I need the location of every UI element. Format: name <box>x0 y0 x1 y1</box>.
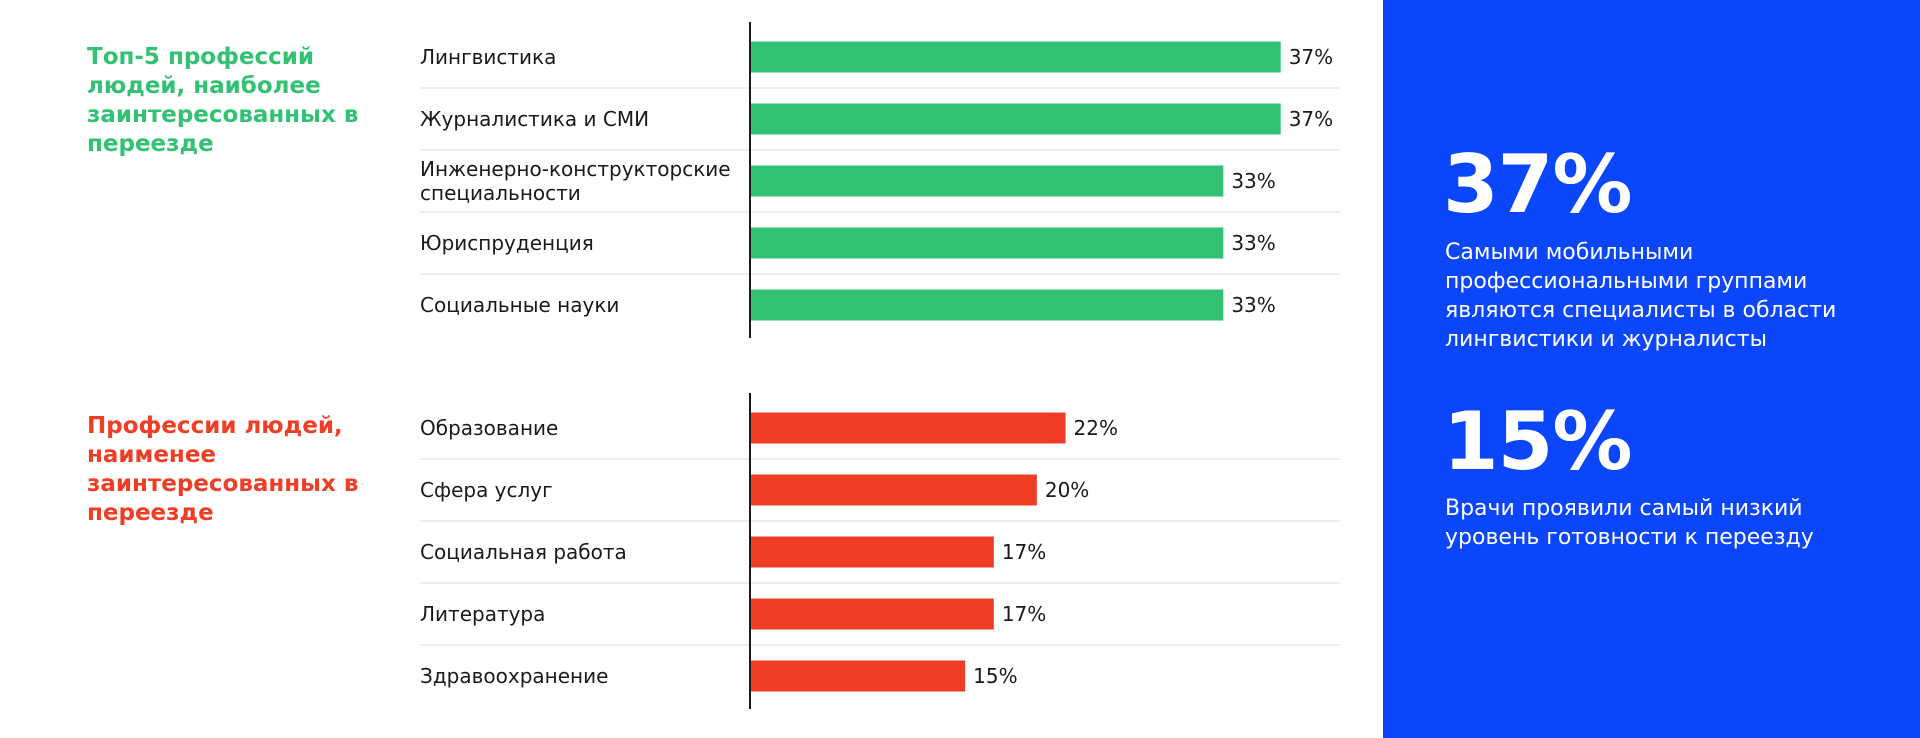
value-label: 22% <box>1074 416 1118 440</box>
chart-svg: Образование 22% Сфера услуг 20% Социальная р… <box>420 393 1340 709</box>
bar <box>750 474 1037 506</box>
bar <box>750 660 966 692</box>
chart-svg: Лингвистика 37% Журналистика и СМИ 37% Инжен… <box>420 22 1340 338</box>
category-label: Лингвистика <box>420 45 556 69</box>
bar <box>750 536 994 568</box>
category-label: Сфера услуг <box>420 478 553 502</box>
category-label: Социальная работа <box>420 540 627 564</box>
top-professions-chart: Лингвистика 37% Журналистика и СМИ 37% Инжен… <box>400 22 1340 338</box>
stat-doctors-value: 15% <box>1443 395 1632 488</box>
category-label: Юриспруденция <box>420 231 594 255</box>
category-label: Инженерно-конструкторские специальности <box>420 157 731 205</box>
value-label: 33% <box>1231 169 1275 193</box>
value-label: 33% <box>1231 231 1275 255</box>
stat-mobile-value: 37% <box>1443 138 1632 231</box>
value-label: 17% <box>1002 602 1046 626</box>
category-label: Литература <box>420 602 545 626</box>
category-label: Журналистика и СМИ <box>420 107 649 131</box>
value-label: 37% <box>1289 45 1333 69</box>
bar <box>750 227 1224 259</box>
bar <box>750 598 994 630</box>
value-label: 17% <box>1002 540 1046 564</box>
bar <box>750 41 1281 73</box>
bar <box>750 103 1281 135</box>
bottom-section-title: Профессии людей, наименее заинтересованн… <box>87 413 359 526</box>
value-label: 15% <box>973 664 1017 688</box>
category-label: Образование <box>420 416 558 440</box>
bar <box>750 165 1224 197</box>
bar <box>750 412 1066 444</box>
stat-doctors-description: Врачи проявили самый низкий уровень гото… <box>1445 496 1814 550</box>
bottom-professions-chart: Образование 22% Сфера услуг 20% Социальная р… <box>400 393 1340 709</box>
value-label: 33% <box>1231 293 1275 317</box>
stats-side-panel: 37% Самыми мобильными профессиональными … <box>1383 0 1920 738</box>
bar <box>750 289 1224 321</box>
category-label: Здравоохранение <box>420 664 608 688</box>
stat-mobile-description: Самыми мобильными профессиональными груп… <box>1445 240 1837 352</box>
top-section-title: Топ-5 профессий людей, наиболее заинтере… <box>87 44 359 157</box>
value-label: 20% <box>1045 478 1089 502</box>
category-label: Социальные науки <box>420 293 619 317</box>
value-label: 37% <box>1289 107 1333 131</box>
